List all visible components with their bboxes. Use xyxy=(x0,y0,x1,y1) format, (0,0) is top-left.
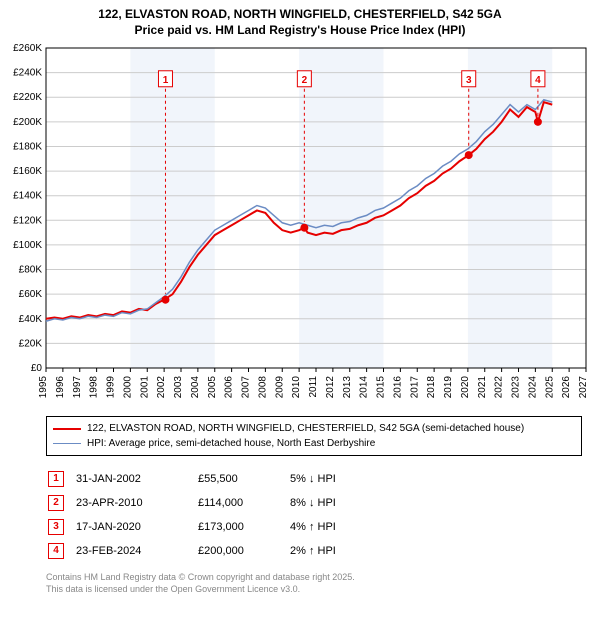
svg-text:2016: 2016 xyxy=(392,376,403,399)
svg-text:2019: 2019 xyxy=(443,376,454,399)
svg-text:4: 4 xyxy=(535,75,541,86)
svg-text:2015: 2015 xyxy=(376,376,387,399)
svg-text:1998: 1998 xyxy=(89,376,100,399)
legend-swatch xyxy=(53,443,81,444)
svg-text:2006: 2006 xyxy=(224,376,235,399)
events-table: 131-JAN-2002£55,5005% ↓ HPI223-APR-2010£… xyxy=(46,466,348,564)
event-delta: 8% ↓ HPI xyxy=(290,492,346,514)
svg-text:2010: 2010 xyxy=(291,376,302,399)
event-date: 23-FEB-2024 xyxy=(76,540,196,562)
event-row: 4 23-FEB-2024£200,0002% ↑ HPI xyxy=(48,540,346,562)
event-badge: 1 xyxy=(48,471,64,487)
svg-text:2003: 2003 xyxy=(173,376,184,399)
event-price: £173,000 xyxy=(198,516,288,538)
svg-text:2001: 2001 xyxy=(139,376,150,399)
svg-text:2021: 2021 xyxy=(477,376,488,399)
svg-text:2012: 2012 xyxy=(325,376,336,399)
event-badge: 3 xyxy=(48,519,64,535)
svg-text:2000: 2000 xyxy=(122,376,133,399)
svg-text:2: 2 xyxy=(302,75,308,86)
event-delta: 2% ↑ HPI xyxy=(290,540,346,562)
legend: 122, ELVASTON ROAD, NORTH WINGFIELD, CHE… xyxy=(46,416,582,456)
footer-line-1: Contains HM Land Registry data © Crown c… xyxy=(46,572,582,584)
svg-text:£200K: £200K xyxy=(13,117,42,128)
event-row: 1 31-JAN-2002£55,5005% ↓ HPI xyxy=(48,468,346,490)
svg-text:2025: 2025 xyxy=(544,376,555,399)
svg-text:3: 3 xyxy=(466,75,472,86)
svg-text:2007: 2007 xyxy=(241,376,252,399)
svg-text:2024: 2024 xyxy=(527,376,538,399)
svg-text:2026: 2026 xyxy=(561,376,572,399)
event-price: £200,000 xyxy=(198,540,288,562)
footer-note: Contains HM Land Registry data © Crown c… xyxy=(46,572,582,595)
svg-text:2023: 2023 xyxy=(511,376,522,399)
svg-text:£240K: £240K xyxy=(13,68,42,79)
event-row: 2 23-APR-2010£114,0008% ↓ HPI xyxy=(48,492,346,514)
svg-text:2018: 2018 xyxy=(426,376,437,399)
svg-text:£80K: £80K xyxy=(19,265,43,276)
svg-text:2011: 2011 xyxy=(308,376,319,398)
svg-text:2008: 2008 xyxy=(257,376,268,399)
svg-text:1996: 1996 xyxy=(55,376,66,399)
svg-text:£40K: £40K xyxy=(19,314,43,325)
event-date: 31-JAN-2002 xyxy=(76,468,196,490)
svg-text:1999: 1999 xyxy=(106,376,117,399)
title-line-2: Price paid vs. HM Land Registry's House … xyxy=(0,22,600,38)
legend-label: HPI: Average price, semi-detached house,… xyxy=(87,436,375,451)
plot-area: £0 £20K £40K £60K £80K £100K £120K £140K £160K £1… xyxy=(0,38,600,408)
svg-text:2020: 2020 xyxy=(460,376,471,399)
chart-container: 122, ELVASTON ROAD, NORTH WINGFIELD, CHE… xyxy=(0,0,600,596)
event-delta: 5% ↓ HPI xyxy=(290,468,346,490)
title-block: 122, ELVASTON ROAD, NORTH WINGFIELD, CHE… xyxy=(0,0,600,38)
event-badge: 2 xyxy=(48,495,64,511)
event-price: £55,500 xyxy=(198,468,288,490)
svg-text:£180K: £180K xyxy=(13,142,42,153)
svg-text:£20K: £20K xyxy=(19,339,43,350)
svg-text:£220K: £220K xyxy=(13,93,42,104)
legend-label: 122, ELVASTON ROAD, NORTH WINGFIELD, CHE… xyxy=(87,421,524,436)
svg-text:2004: 2004 xyxy=(190,376,201,399)
event-delta: 4% ↑ HPI xyxy=(290,516,346,538)
chart-svg: £0 £20K £40K £60K £80K £100K £120K £140K £160K £1… xyxy=(0,38,600,408)
svg-text:2017: 2017 xyxy=(409,376,420,399)
svg-text:2009: 2009 xyxy=(274,376,285,399)
legend-row: HPI: Average price, semi-detached house,… xyxy=(53,436,575,451)
svg-text:£60K: £60K xyxy=(19,290,43,301)
svg-text:£260K: £260K xyxy=(13,43,42,54)
event-date: 17-JAN-2020 xyxy=(76,516,196,538)
svg-text:£120K: £120K xyxy=(13,216,42,227)
legend-swatch xyxy=(53,428,81,430)
event-price: £114,000 xyxy=(198,492,288,514)
legend-row: 122, ELVASTON ROAD, NORTH WINGFIELD, CHE… xyxy=(53,421,575,436)
event-row: 3 17-JAN-2020£173,0004% ↑ HPI xyxy=(48,516,346,538)
svg-text:£140K: £140K xyxy=(13,191,42,202)
svg-text:2022: 2022 xyxy=(494,376,505,399)
svg-text:1: 1 xyxy=(163,75,169,86)
svg-text:£0: £0 xyxy=(31,363,43,374)
svg-text:2027: 2027 xyxy=(578,376,589,399)
svg-text:1997: 1997 xyxy=(72,376,83,399)
event-date: 23-APR-2010 xyxy=(76,492,196,514)
svg-text:2013: 2013 xyxy=(342,376,353,399)
svg-text:1995: 1995 xyxy=(38,376,49,399)
footer-line-2: This data is licensed under the Open Gov… xyxy=(46,584,582,596)
svg-text:£160K: £160K xyxy=(13,166,42,177)
svg-text:2005: 2005 xyxy=(207,376,218,399)
event-badge: 4 xyxy=(48,543,64,559)
svg-text:£100K: £100K xyxy=(13,240,42,251)
title-line-1: 122, ELVASTON ROAD, NORTH WINGFIELD, CHE… xyxy=(0,6,600,22)
svg-text:2014: 2014 xyxy=(359,376,370,399)
svg-text:2002: 2002 xyxy=(156,376,167,399)
